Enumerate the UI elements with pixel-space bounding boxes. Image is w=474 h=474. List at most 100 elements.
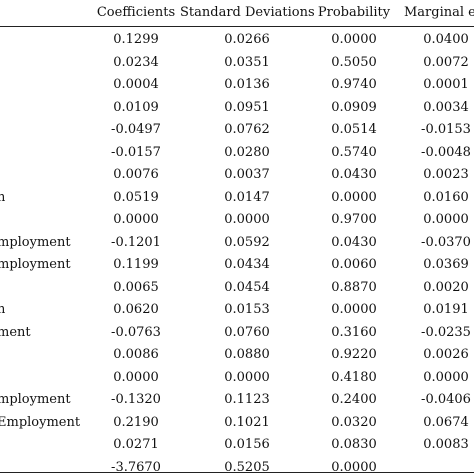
std-dev-cell: 0.0000 (224, 212, 270, 227)
std-dev-cell: 0.0000 (224, 369, 270, 385)
coefficient-cell: 0.0234 (113, 54, 159, 70)
table-row: -0.0497 0.0762 0.0514 -0.0153 (0, 119, 474, 141)
coefficient-cell: 0.0109 (113, 99, 159, 115)
probability-cell: 0.0000 (331, 189, 377, 205)
coefficient-cell: 0.0271 (113, 437, 159, 452)
table-row: 0.0271 0.0156 0.0830 0.0083 (0, 434, 474, 456)
table-row: 0.0109 0.0951 0.0909 0.0034 (0, 97, 474, 119)
coefficient-cell: -0.0763 (111, 324, 161, 340)
std-dev-cell: 0.1021 (224, 414, 270, 430)
marginal-effect-cell: 0.0072 (423, 54, 469, 70)
marginal-effect-cell: 0.0001 (423, 77, 469, 92)
std-dev-cell: 0.0880 (224, 347, 270, 362)
row-label (0, 277, 93, 299)
marginal-effect-cell: -0.0370 (421, 234, 471, 250)
coefficient-cell: 0.1299 (113, 32, 159, 47)
row-label: n (0, 302, 6, 317)
std-dev-cell: 0.5205 (224, 459, 270, 474)
probability-cell: 0.0514 (331, 122, 377, 137)
probability-cell: 0.3160 (331, 324, 377, 340)
std-dev-cell: 0.0037 (224, 167, 270, 182)
marginal-effect-cell: 0.0026 (423, 347, 469, 362)
marginal-effect-cell: 0.0000 (423, 212, 469, 227)
coefficient-cell: -3.7670 (111, 459, 161, 474)
probability-cell: 0.0320 (331, 414, 377, 430)
table-row: 0.0000 0.0000 0.9700 0.0000 (0, 209, 474, 231)
coefficient-cell: -0.1201 (111, 234, 161, 250)
coefficient-cell: 0.0000 (113, 212, 159, 227)
header-marginal-effects: Marginal eff (404, 5, 474, 20)
probability-cell: 0.9740 (331, 77, 377, 92)
header-variable (0, 1, 96, 25)
row-label (0, 142, 93, 164)
marginal-effect-cell: 0.0191 (423, 302, 469, 317)
marginal-effect-cell: 0.0369 (423, 257, 469, 272)
marginal-effect-cell: 0.0000 (423, 369, 469, 385)
marginal-effect-cell: 0.0034 (423, 99, 469, 115)
marginal-effect-cell: 0.0160 (423, 189, 469, 205)
row-label: mployment (0, 392, 71, 407)
table-header: Coefficients Standard Deviations Probabi… (0, 1, 474, 25)
row-label (0, 52, 93, 74)
table-row: mployment -0.1320 0.1123 0.2400 -0.0406 (0, 389, 474, 411)
coefficient-cell: -0.0157 (111, 144, 161, 160)
probability-cell: 0.5740 (331, 144, 377, 160)
marginal-effect-cell: 0.0020 (423, 279, 469, 295)
header-standard-deviations: Standard Deviations (180, 5, 315, 20)
row-label: Employment (0, 414, 81, 430)
std-dev-cell: 0.0147 (224, 189, 270, 205)
std-dev-cell: 0.0592 (224, 234, 270, 250)
table-row: 0.0065 0.0454 0.8870 0.0020 (0, 277, 474, 299)
coefficient-cell: 0.1199 (113, 257, 159, 272)
probability-cell: 0.9700 (331, 212, 377, 227)
std-dev-cell: 0.0454 (224, 279, 270, 295)
probability-cell: 0.2400 (331, 392, 377, 407)
row-label: ment (0, 324, 31, 340)
row-label (0, 97, 93, 119)
coefficient-cell: 0.0519 (113, 189, 159, 205)
coefficient-cell: 0.0000 (113, 369, 159, 385)
table-row: 0.1299 0.0266 0.0000 0.0400 (0, 29, 474, 51)
coefficient-cell: 0.0086 (113, 347, 159, 362)
row-label: mployment (0, 257, 71, 272)
marginal-effect-cell: -0.0406 (421, 392, 471, 407)
coefficient-cell: 0.0004 (113, 77, 159, 92)
std-dev-cell: 0.0351 (224, 54, 270, 70)
row-label (0, 434, 93, 456)
table-row: Employment 0.2190 0.1021 0.0320 0.0674 (0, 412, 474, 434)
table-row: 0.0076 0.0037 0.0430 0.0023 (0, 164, 474, 186)
table-row: n 0.0620 0.0153 0.0000 0.0191 (0, 299, 474, 321)
coefficient-cell: 0.0076 (113, 167, 159, 182)
row-label (0, 119, 93, 141)
probability-cell: 0.8870 (331, 279, 377, 295)
std-dev-cell: 0.0266 (224, 32, 270, 47)
coefficient-cell: 0.0065 (113, 279, 159, 295)
row-label (0, 164, 93, 186)
marginal-effect-cell: -0.0153 (421, 122, 471, 137)
probability-cell: 0.0430 (331, 234, 377, 250)
std-dev-cell: 0.1123 (224, 392, 270, 407)
std-dev-cell: 0.0156 (224, 437, 270, 452)
std-dev-cell: 0.0762 (224, 122, 270, 137)
probability-cell: 0.5050 (331, 54, 377, 70)
table-row: ment -0.0763 0.0760 0.3160 -0.0235 (0, 322, 474, 344)
probability-cell: 0.0000 (331, 302, 377, 317)
row-label: n (0, 189, 6, 205)
row-label (0, 209, 93, 231)
probability-cell: 0.0000 (331, 459, 377, 474)
table-row: -3.7670 0.5205 0.0000 (0, 457, 474, 474)
std-dev-cell: 0.0136 (224, 77, 270, 92)
probability-cell: 0.0830 (331, 437, 377, 452)
marginal-effect-cell: 0.0674 (423, 414, 469, 430)
row-label (0, 367, 93, 389)
std-dev-cell: 0.0280 (224, 144, 270, 160)
table-row: 0.0004 0.0136 0.9740 0.0001 (0, 74, 474, 96)
bottom-rule (0, 472, 474, 473)
header-rule (0, 26, 474, 27)
row-label (0, 74, 93, 96)
header-coefficients: Coefficients (96, 5, 176, 20)
probability-cell: 0.4180 (331, 369, 377, 385)
table-row: mployment 0.1199 0.0434 0.0060 0.0369 (0, 254, 474, 276)
table-row: n 0.0519 0.0147 0.0000 0.0160 (0, 187, 474, 209)
marginal-effect-cell: -0.0235 (421, 324, 471, 340)
